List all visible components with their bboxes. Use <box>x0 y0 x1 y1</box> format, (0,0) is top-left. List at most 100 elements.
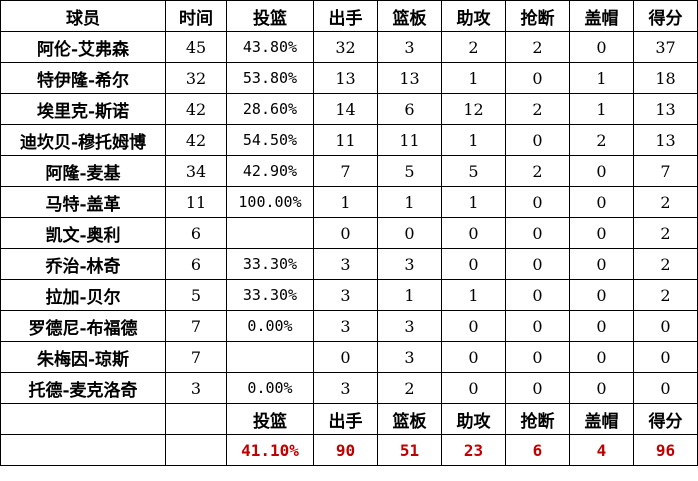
table-row-cell-fga: 3 <box>313 310 378 342</box>
table-row-cell-steals: 0 <box>505 124 570 156</box>
table-row-cell-fg-pct: 100.00% <box>226 186 314 218</box>
table-row-cell-player: 凯文-奥利 <box>0 217 166 249</box>
table-row: 凯文-奥利 6 0 0 0 0 0 2 <box>0 217 698 249</box>
table-row-cell-rebounds: 11 <box>377 124 442 156</box>
table-row-cell-steals: 0 <box>505 186 570 218</box>
table-row-cell-steals: 0 <box>505 341 570 373</box>
header-row-cell-rebounds: 篮板 <box>377 0 442 32</box>
table-row-cell-blocks: 0 <box>569 279 634 311</box>
table-row-cell-minutes: 42 <box>165 93 227 125</box>
table-row-cell-steals: 2 <box>505 93 570 125</box>
table-row-cell-points: 13 <box>633 93 698 125</box>
table-row-cell-steals: 0 <box>505 372 570 404</box>
table-row-cell-rebounds: 3 <box>377 248 442 280</box>
summary-header-row-cell-fg-pct: 投篮 <box>226 403 314 435</box>
totals-row-cell-assists: 23 <box>441 434 506 466</box>
table-row-cell-points: 18 <box>633 62 698 94</box>
table-row-cell-assists: 5 <box>441 155 506 187</box>
table-row-cell-fga: 32 <box>313 31 378 63</box>
table-row-cell-fga: 1 <box>313 186 378 218</box>
table-row-cell-fg-pct <box>226 217 314 249</box>
table-row-cell-points: 13 <box>633 124 698 156</box>
table-row-cell-assists: 12 <box>441 93 506 125</box>
table-row-cell-fga: 3 <box>313 248 378 280</box>
table-row: 乔治-林奇 6 33.30% 3 3 0 0 0 2 <box>0 248 698 280</box>
table-row-cell-rebounds: 0 <box>377 217 442 249</box>
table-row-cell-fg-pct: 0.00% <box>226 310 314 342</box>
table-row-cell-blocks: 1 <box>569 93 634 125</box>
table-row-cell-blocks: 1 <box>569 62 634 94</box>
header-row-cell-fg-pct: 投篮 <box>226 0 314 32</box>
table-row-cell-minutes: 42 <box>165 124 227 156</box>
table-row-cell-rebounds: 1 <box>377 186 442 218</box>
table-row-cell-player: 托德-麦克洛奇 <box>0 372 166 404</box>
summary-header-row: 投篮 出手 篮板 助攻 抢断 盖帽 得分 <box>0 403 698 435</box>
table-row-cell-blocks: 0 <box>569 248 634 280</box>
table-row: 埃里克-斯诺 42 28.60% 14 6 12 2 1 13 <box>0 93 698 125</box>
table-row-cell-points: 2 <box>633 248 698 280</box>
table-row-cell-fg-pct: 33.30% <box>226 248 314 280</box>
table-row-cell-minutes: 3 <box>165 372 227 404</box>
summary-header-row-cell-points: 得分 <box>633 403 698 435</box>
table-row-cell-fga: 0 <box>313 341 378 373</box>
table-row-cell-points: 2 <box>633 279 698 311</box>
table-row-cell-points: 0 <box>633 310 698 342</box>
table-row-cell-player: 特伊隆-希尔 <box>0 62 166 94</box>
table-row-cell-player: 罗德尼-布福德 <box>0 310 166 342</box>
table-row-cell-fg-pct: 54.50% <box>226 124 314 156</box>
table-row-cell-rebounds: 3 <box>377 341 442 373</box>
table-row-cell-rebounds: 3 <box>377 310 442 342</box>
totals-row: 41.10% 90 51 23 6 4 96 <box>0 434 698 466</box>
table-row-cell-player: 迪坎贝-穆托姆博 <box>0 124 166 156</box>
table-row: 阿伦-艾弗森 45 43.80% 32 3 2 2 0 37 <box>0 31 698 63</box>
table-row-cell-minutes: 6 <box>165 217 227 249</box>
table-row-cell-fg-pct: 28.60% <box>226 93 314 125</box>
table-row-cell-minutes: 45 <box>165 31 227 63</box>
table-row-cell-blocks: 0 <box>569 310 634 342</box>
table-row-cell-rebounds: 13 <box>377 62 442 94</box>
table-row-cell-fg-pct: 42.90% <box>226 155 314 187</box>
table-row-cell-assists: 0 <box>441 341 506 373</box>
summary-header-row-cell-player <box>0 403 166 435</box>
table-row-cell-player: 乔治-林奇 <box>0 248 166 280</box>
table-row-cell-blocks: 0 <box>569 155 634 187</box>
table-row-cell-assists: 0 <box>441 217 506 249</box>
table-row-cell-points: 7 <box>633 155 698 187</box>
table-row-cell-points: 0 <box>633 372 698 404</box>
table-row-cell-assists: 1 <box>441 186 506 218</box>
table-row-cell-fg-pct: 43.80% <box>226 31 314 63</box>
table-row: 迪坎贝-穆托姆博 42 54.50% 11 11 1 0 2 13 <box>0 124 698 156</box>
table-row-cell-rebounds: 5 <box>377 155 442 187</box>
table-row-cell-points: 37 <box>633 31 698 63</box>
table-row-cell-fg-pct: 53.80% <box>226 62 314 94</box>
table-row-cell-assists: 1 <box>441 124 506 156</box>
table-row-cell-fg-pct <box>226 341 314 373</box>
header-row-cell-minutes: 时间 <box>165 0 227 32</box>
table-row-cell-fga: 0 <box>313 217 378 249</box>
player-stats-table: 球员 时间 投篮 出手 篮板 助攻 抢断 盖帽 得分 阿伦-艾弗森 45 43.80% 32 3 2 2 0 37… <box>0 0 698 466</box>
table-row: 马特-盖革 11 100.00% 1 1 1 0 0 2 <box>0 186 698 218</box>
header-row-cell-assists: 助攻 <box>441 0 506 32</box>
table-row-cell-fg-pct: 33.30% <box>226 279 314 311</box>
table-row-cell-points: 2 <box>633 217 698 249</box>
table-row-cell-fga: 3 <box>313 372 378 404</box>
table-row-cell-player: 拉加-贝尔 <box>0 279 166 311</box>
table-row-cell-player: 阿隆-麦基 <box>0 155 166 187</box>
summary-header-row-cell-rebounds: 篮板 <box>377 403 442 435</box>
summary-header-row-cell-minutes <box>165 403 227 435</box>
header-row-cell-points: 得分 <box>633 0 698 32</box>
summary-header-row-cell-assists: 助攻 <box>441 403 506 435</box>
table-row-cell-minutes: 32 <box>165 62 227 94</box>
table-row-cell-minutes: 7 <box>165 310 227 342</box>
table-row-cell-rebounds: 2 <box>377 372 442 404</box>
totals-row-cell-player <box>0 434 166 466</box>
table-row-cell-steals: 0 <box>505 248 570 280</box>
table-row-cell-fg-pct: 0.00% <box>226 372 314 404</box>
header-row-cell-fga: 出手 <box>313 0 378 32</box>
table-row-cell-player: 阿伦-艾弗森 <box>0 31 166 63</box>
table-row-cell-steals: 2 <box>505 31 570 63</box>
table-row-cell-assists: 1 <box>441 62 506 94</box>
table-row: 托德-麦克洛奇 3 0.00% 3 2 0 0 0 0 <box>0 372 698 404</box>
table-row-cell-steals: 0 <box>505 310 570 342</box>
table-row-cell-assists: 1 <box>441 279 506 311</box>
